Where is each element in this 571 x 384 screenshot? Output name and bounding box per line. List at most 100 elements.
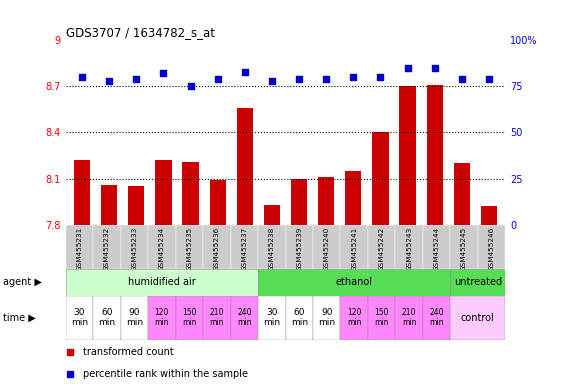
Bar xyxy=(66,296,93,340)
Text: GDS3707 / 1634782_s_at: GDS3707 / 1634782_s_at xyxy=(66,26,215,39)
Text: control: control xyxy=(461,313,494,323)
Bar xyxy=(400,86,416,225)
Text: GSM455237: GSM455237 xyxy=(242,227,247,271)
Point xyxy=(267,78,276,84)
Bar xyxy=(340,225,368,269)
Bar xyxy=(148,296,176,340)
Text: GSM455234: GSM455234 xyxy=(159,227,165,271)
Bar xyxy=(210,180,226,225)
Text: GSM455245: GSM455245 xyxy=(461,227,467,271)
Bar xyxy=(423,225,451,269)
Point xyxy=(78,74,87,80)
Bar xyxy=(313,225,340,269)
Point xyxy=(159,70,168,76)
Bar xyxy=(176,225,203,269)
Bar xyxy=(427,85,443,225)
Bar xyxy=(318,177,335,225)
Bar xyxy=(423,296,451,340)
Text: 60
min: 60 min xyxy=(291,308,308,328)
Text: 240
min: 240 min xyxy=(237,308,252,328)
Text: GSM455239: GSM455239 xyxy=(296,227,302,271)
Bar xyxy=(66,225,93,269)
Bar xyxy=(148,225,176,269)
Bar xyxy=(451,269,505,296)
Point xyxy=(213,76,222,82)
Bar xyxy=(395,225,423,269)
Bar xyxy=(128,186,144,225)
Text: GSM455235: GSM455235 xyxy=(186,227,192,271)
Text: GSM455244: GSM455244 xyxy=(433,227,440,271)
Point xyxy=(240,69,250,75)
Text: GSM455240: GSM455240 xyxy=(324,227,329,271)
Text: agent ▶: agent ▶ xyxy=(3,277,42,287)
Text: GSM455231: GSM455231 xyxy=(77,227,82,271)
Bar xyxy=(231,296,258,340)
Point xyxy=(104,78,114,84)
Bar xyxy=(74,160,90,225)
Text: time ▶: time ▶ xyxy=(3,313,35,323)
Bar xyxy=(481,206,497,225)
Bar xyxy=(454,163,470,225)
Bar xyxy=(93,225,120,269)
Bar xyxy=(258,225,286,269)
Text: ethanol: ethanol xyxy=(336,277,373,287)
Point xyxy=(349,74,358,80)
Bar xyxy=(236,108,253,225)
Text: 120
min: 120 min xyxy=(155,308,169,328)
Text: GSM455246: GSM455246 xyxy=(489,227,494,271)
Text: GSM455232: GSM455232 xyxy=(104,227,110,271)
Point xyxy=(376,74,385,80)
Text: GSM455236: GSM455236 xyxy=(214,227,220,271)
Bar xyxy=(182,162,199,225)
Point xyxy=(457,76,467,82)
Text: 210
min: 210 min xyxy=(210,308,224,328)
Bar xyxy=(451,296,505,340)
Text: humidified air: humidified air xyxy=(128,277,196,287)
Bar xyxy=(478,225,505,269)
Bar xyxy=(155,160,171,225)
Text: 30
min: 30 min xyxy=(263,308,280,328)
Bar xyxy=(101,185,117,225)
Bar xyxy=(340,296,368,340)
Text: untreated: untreated xyxy=(454,277,502,287)
Text: 60
min: 60 min xyxy=(98,308,115,328)
Point xyxy=(295,76,304,82)
Bar xyxy=(231,225,258,269)
Bar xyxy=(203,225,231,269)
Bar xyxy=(313,296,340,340)
Bar xyxy=(93,296,120,340)
Text: 210
min: 210 min xyxy=(402,308,416,328)
Bar xyxy=(120,225,148,269)
Point xyxy=(132,76,141,82)
Bar xyxy=(176,296,203,340)
Point xyxy=(403,65,412,71)
Point xyxy=(484,76,493,82)
Point xyxy=(430,65,439,71)
Text: GSM455241: GSM455241 xyxy=(351,227,357,271)
Text: GSM455243: GSM455243 xyxy=(406,227,412,271)
Bar xyxy=(258,296,286,340)
Text: 150
min: 150 min xyxy=(375,308,389,328)
Text: GSM455233: GSM455233 xyxy=(131,227,138,271)
Bar xyxy=(368,225,395,269)
Bar xyxy=(372,132,389,225)
Text: GSM455238: GSM455238 xyxy=(269,227,275,271)
Bar xyxy=(368,296,395,340)
Text: GSM455242: GSM455242 xyxy=(379,227,385,271)
Text: 120
min: 120 min xyxy=(347,308,361,328)
Text: percentile rank within the sample: percentile rank within the sample xyxy=(83,369,248,379)
Point xyxy=(186,83,195,89)
Bar xyxy=(120,296,148,340)
Bar xyxy=(66,269,258,296)
Point xyxy=(321,76,331,82)
Bar xyxy=(258,269,451,296)
Text: transformed count: transformed count xyxy=(83,347,174,357)
Bar xyxy=(345,171,361,225)
Text: 90
min: 90 min xyxy=(126,308,143,328)
Bar xyxy=(203,296,231,340)
Bar xyxy=(451,225,478,269)
Text: 90
min: 90 min xyxy=(318,308,335,328)
Bar xyxy=(291,179,307,225)
Bar xyxy=(395,296,423,340)
Bar xyxy=(264,205,280,225)
